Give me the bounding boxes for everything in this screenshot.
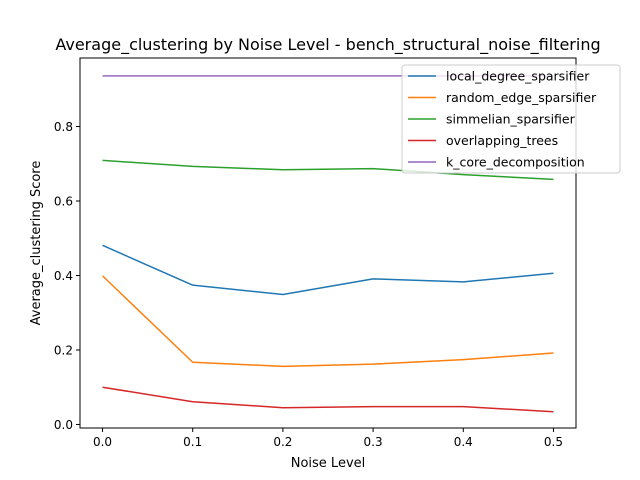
legend-frame	[401, 64, 621, 174]
plot-area	[79, 57, 577, 429]
legend-entry-label: overlapping_trees	[446, 133, 558, 148]
y-tick-label: 0.0	[54, 418, 73, 432]
y-tick-label: 0.6	[54, 195, 73, 209]
x-tick-label: 0.4	[454, 435, 473, 449]
y-tick-label: 0.2	[54, 343, 73, 357]
legend: local_degree_sparsifier random_edge_spars…	[401, 64, 621, 174]
legend-entry-label: simmelian_sparsifier	[446, 112, 576, 127]
x-tick-label: 0.5	[544, 435, 563, 449]
y-axis-ticks: 0.0 0.2 0.4 0.6 0.8	[54, 120, 80, 432]
series-line-overlapping-trees	[102, 386, 554, 413]
legend-entry-label: local_degree_sparsifier	[446, 69, 590, 84]
x-tick-label: 0.3	[364, 435, 383, 449]
series-line-simmelian-sparsifier	[102, 159, 554, 181]
axes-frame	[79, 57, 577, 429]
chart-title: Average_clustering by Noise Level - benc…	[55, 35, 600, 55]
y-tick-label: 0.4	[54, 269, 73, 283]
legend-entry-label: random_edge_sparsifier	[446, 90, 597, 105]
x-tick-label: 0.0	[93, 435, 112, 449]
series-line-random-edge-sparsifier	[102, 275, 554, 368]
y-tick-label: 0.8	[54, 120, 73, 134]
x-tick-label: 0.2	[273, 435, 292, 449]
series-layer	[102, 75, 554, 413]
x-tick-label: 0.1	[183, 435, 202, 449]
y-axis-label: Average_clustering Score	[29, 161, 44, 326]
legend-entry-label: k_core_decomposition	[446, 155, 585, 170]
x-axis-label: Noise Level	[291, 456, 366, 471]
x-axis-ticks: 0.0 0.1 0.2 0.3 0.4 0.5	[93, 428, 563, 449]
series-line-local-degree-sparsifier	[102, 244, 554, 296]
